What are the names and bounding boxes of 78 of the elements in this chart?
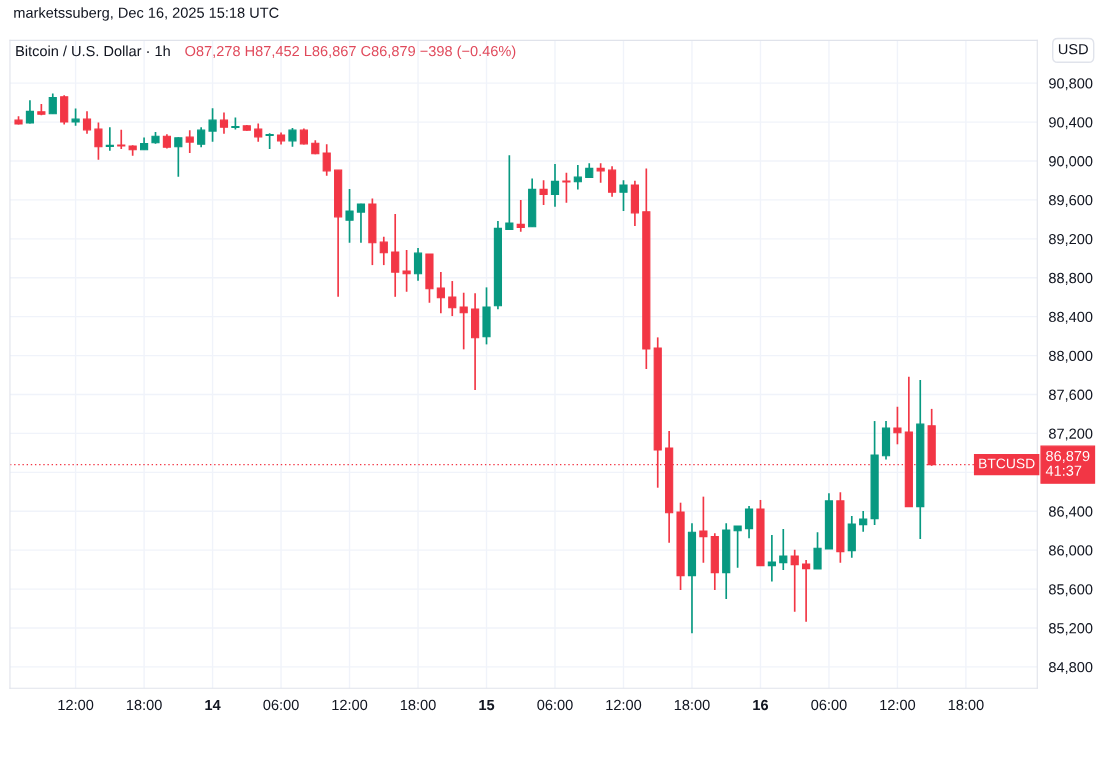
candlestick — [550, 163, 560, 208]
candlestick — [779, 528, 788, 571]
y-tick-label: 90,800 — [1049, 78, 1093, 91]
y-tick-label: 85,600 — [1049, 584, 1093, 597]
x-tick-label: 06:00 — [811, 699, 847, 711]
candlestick — [25, 99, 35, 125]
candlestick — [436, 271, 445, 315]
y-tick-label: 90,000 — [1049, 156, 1093, 169]
candlestick — [802, 559, 811, 623]
candlestick — [197, 126, 206, 149]
x-tick-label: 18:00 — [400, 699, 436, 711]
candlestick — [105, 126, 114, 152]
candlestick — [413, 247, 423, 282]
y-axis-title: USD — [1058, 43, 1088, 55]
x-tick-label: 06:00 — [537, 699, 573, 711]
y-tick-label: 90,400 — [1049, 117, 1093, 130]
candlestick — [391, 213, 400, 298]
candlestick — [539, 179, 548, 206]
x-tick-label: 06:00 — [263, 699, 299, 711]
x-tick-label: 16 — [753, 699, 769, 711]
y-tick-label: 89,200 — [1049, 233, 1093, 246]
y-tick-label: 88,800 — [1049, 272, 1093, 285]
candlestick — [254, 122, 263, 143]
candlestick — [356, 202, 366, 244]
x-tick-label: 18:00 — [948, 699, 984, 711]
y-tick-label: 85,200 — [1049, 623, 1093, 636]
y-tick-label: 88,400 — [1049, 311, 1093, 324]
candlestick — [859, 510, 868, 533]
candlestick — [459, 291, 468, 351]
candlestick — [607, 165, 617, 198]
text: marketssuberg, Dec 16, 2025 15:18 UTC — [14, 7, 279, 21]
candlestick — [345, 188, 354, 244]
y-tick-label: 87,600 — [1049, 389, 1093, 402]
x-tick-label: 15 — [479, 699, 495, 711]
candlestick — [82, 110, 92, 135]
candlestick — [174, 136, 183, 178]
candlestick — [219, 111, 229, 135]
candlestick — [562, 171, 571, 204]
candlestick — [322, 143, 331, 177]
y-tick-label: 88,000 — [1049, 350, 1093, 363]
y-tick-label: 84,800 — [1049, 662, 1093, 675]
candlestick — [448, 280, 457, 317]
candlestick — [402, 249, 411, 293]
y-tick-label: 86,000 — [1049, 545, 1093, 558]
x-tick-label: 12:00 — [606, 699, 642, 711]
candlestick — [208, 107, 217, 143]
ref-line-label: BTCUSD — [979, 458, 1035, 469]
candlestick — [185, 129, 194, 154]
candlestick — [516, 199, 525, 233]
candlestick — [596, 162, 605, 184]
chart-title: Bitcoin / U.S. Dollar · 1h — [16, 45, 170, 57]
candlestick — [767, 534, 776, 583]
x-tick-label: 12:00 — [332, 699, 368, 711]
candlestick — [573, 164, 582, 191]
x-tick-label: 18:00 — [674, 699, 710, 711]
candlestick — [733, 525, 742, 569]
candlestick — [893, 405, 902, 446]
candlestick — [505, 154, 514, 231]
y-tick-label: 89,600 — [1049, 195, 1093, 208]
x-tick-label: 12:00 — [58, 699, 94, 711]
text: 41:37 — [1045, 465, 1082, 476]
candlestick — [94, 121, 103, 161]
candlestick — [379, 235, 388, 266]
x-tick-label: 12:00 — [880, 699, 916, 711]
x-tick-label: 18:00 — [126, 699, 162, 711]
chart-subtitle: O87,278 H87,452 L86,867 C86,879 −398 (−0.46%) — [185, 45, 516, 60]
candlestick — [48, 92, 57, 115]
candlestick — [790, 549, 799, 613]
candlestick — [288, 127, 297, 148]
candlestick — [744, 505, 754, 540]
candlestick — [619, 179, 628, 212]
y-tick-label: 87,200 — [1049, 428, 1093, 441]
x-tick-label: 14 — [205, 699, 221, 710]
candlestick — [699, 495, 708, 564]
y-tick-label: 86,400 — [1049, 506, 1093, 519]
candlestick — [117, 129, 126, 150]
text: 86,879 — [1046, 450, 1090, 463]
candlestick — [813, 531, 822, 570]
